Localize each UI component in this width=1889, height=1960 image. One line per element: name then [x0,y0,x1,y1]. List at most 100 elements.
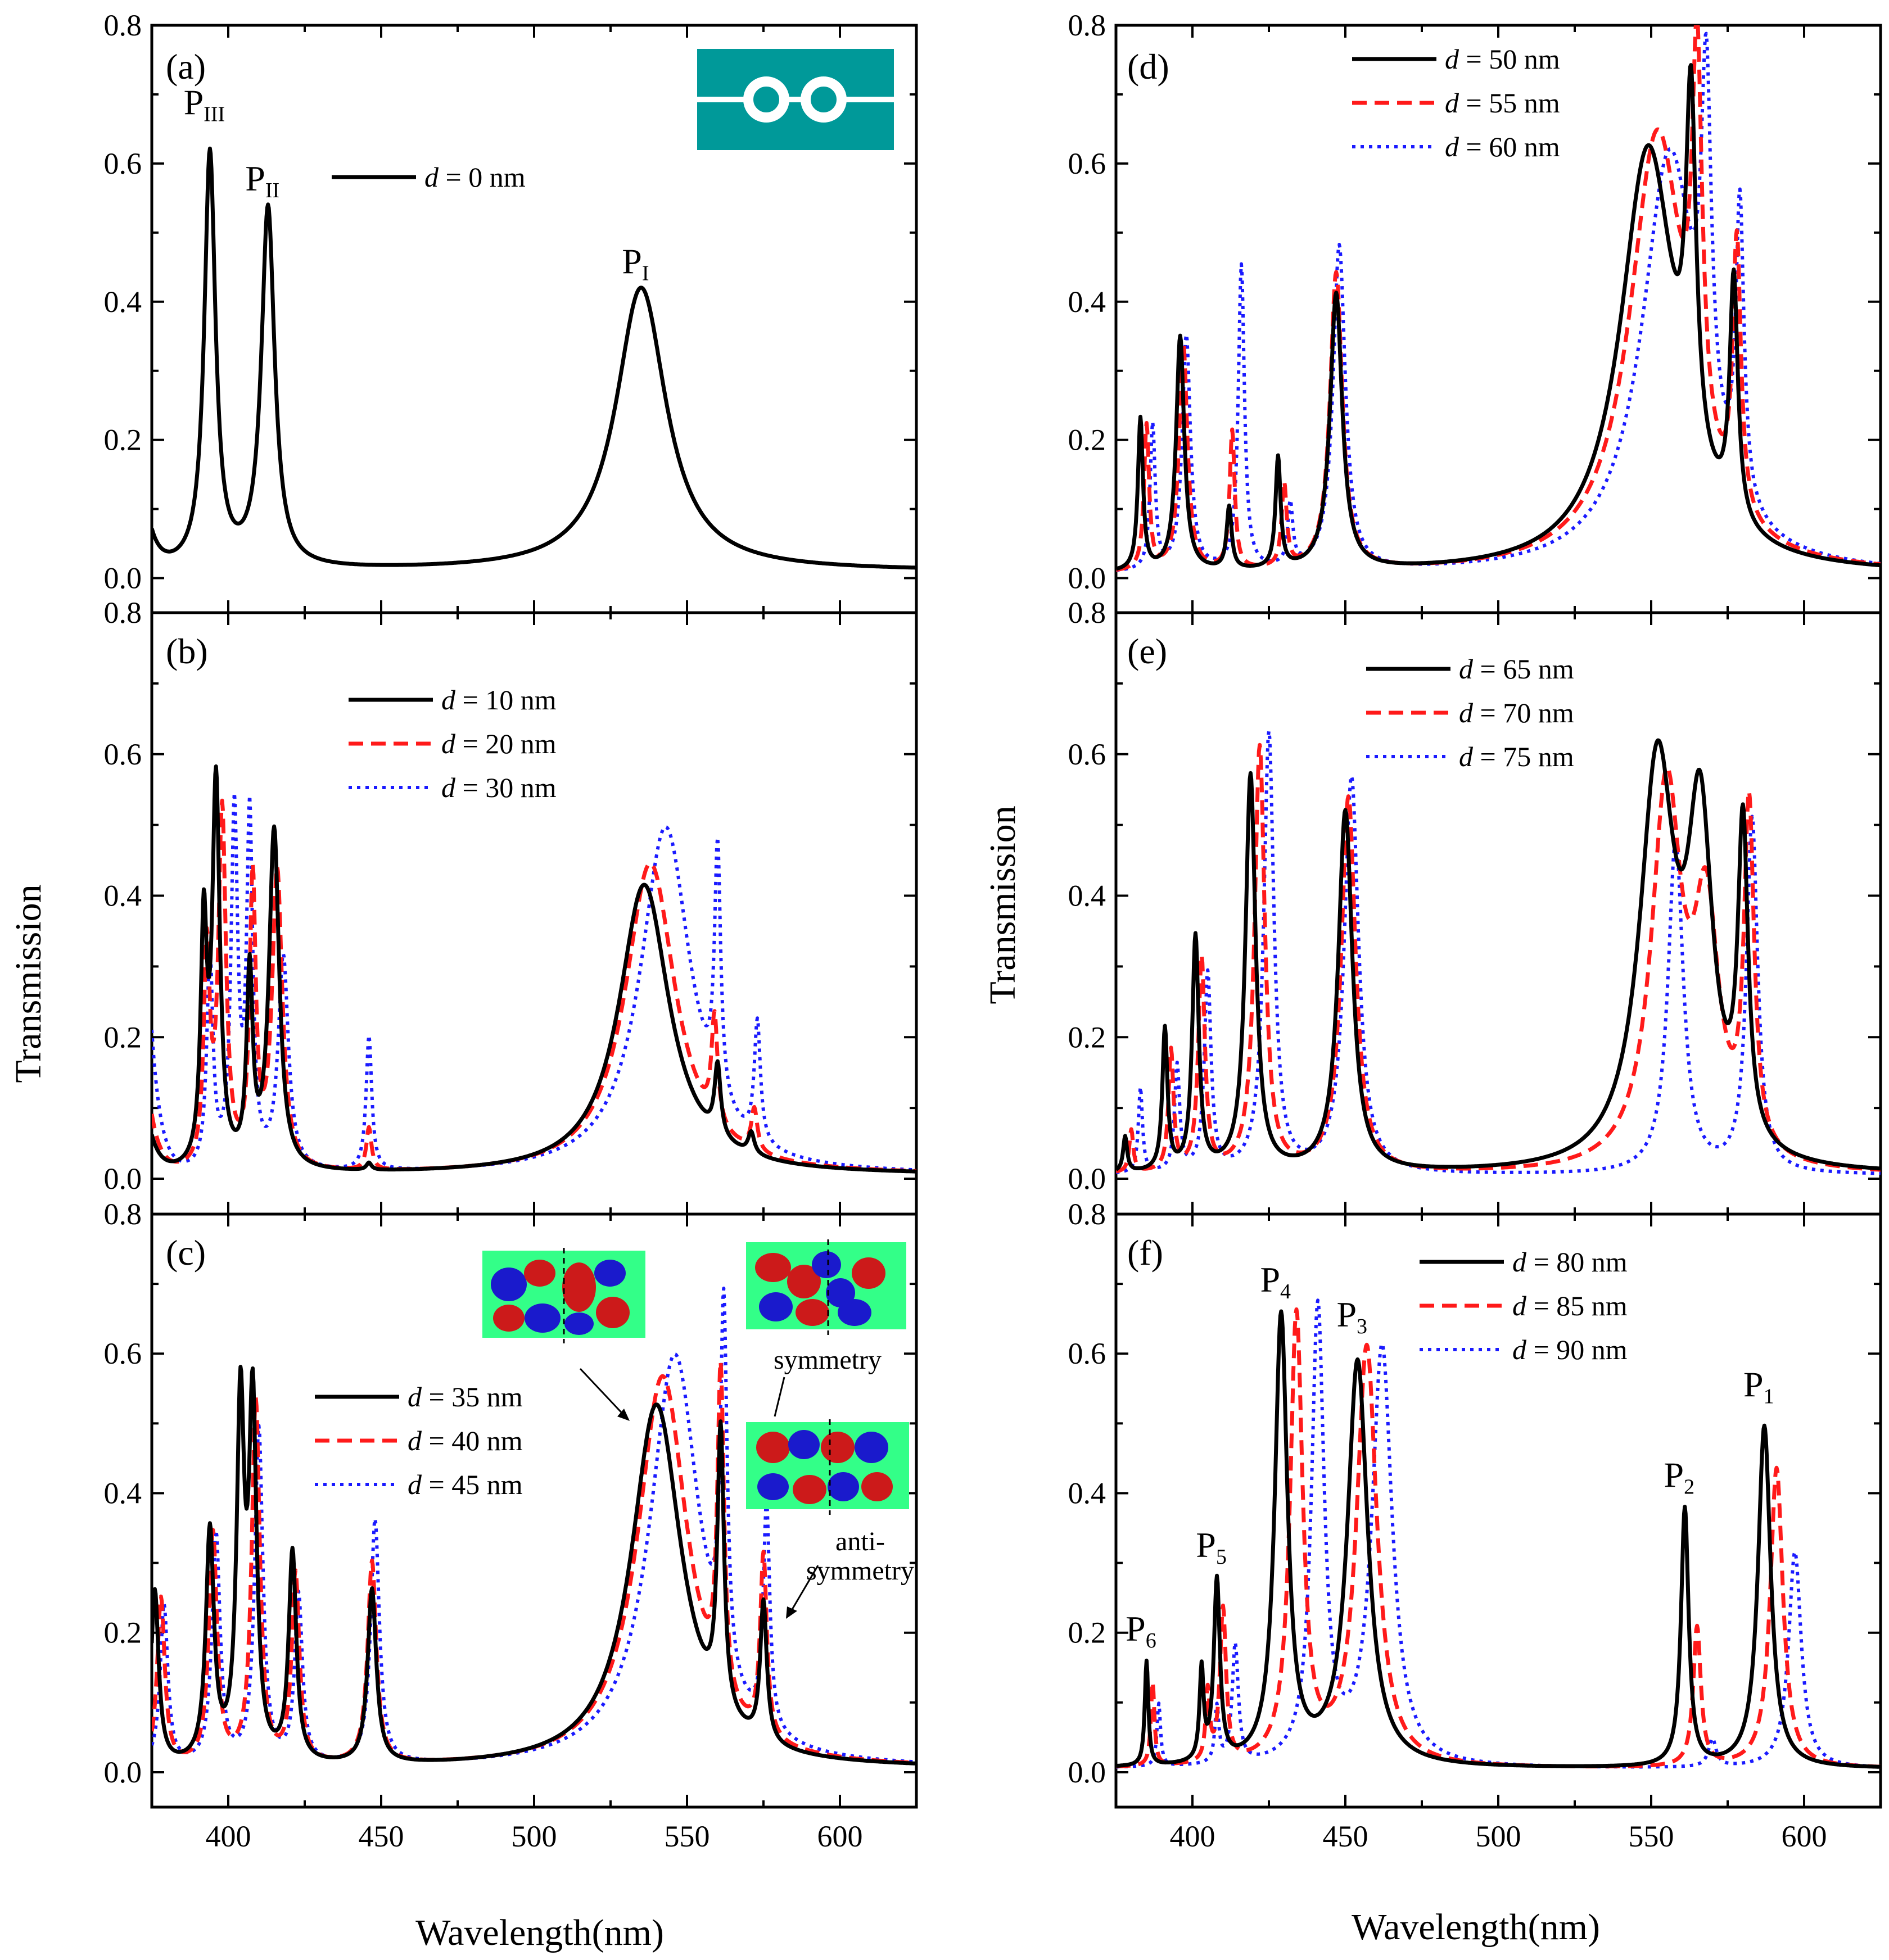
legend-label-f: d = 85 nm [1512,1290,1628,1321]
y-tick-label-d: 0.6 [1068,147,1106,180]
y-tick-label-e: 0.8 [1068,596,1106,630]
y-tick-label-f: 0.2 [1068,1616,1106,1650]
panel-label-d: (d) [1127,47,1169,87]
y-tick-label-e: 0.6 [1068,737,1106,771]
legend-label-c: d = 35 nm [408,1381,523,1413]
x-tick-label-c: 450 [359,1819,404,1853]
legend-d: d = 50 nm d = 55 nm d = 60 nm [1352,43,1560,162]
x-tick-label-f: 500 [1476,1819,1521,1853]
y-tick-label-f: 0.8 [1068,1197,1106,1231]
legend-a: d = 0 nm [332,161,526,193]
y-tick-label-b: 0.0 [104,1162,142,1196]
y-tick-label-a: 0.0 [104,562,142,595]
arrow-1-head [617,1409,630,1421]
panel-e: 0.00.20.40.60.8(e) d = 65 nmd = 70 nmd = … [1068,596,1882,1216]
legend-label-e: d = 75 nm [1459,741,1574,772]
y-tick-label-c: 0.6 [104,1337,142,1370]
x-tick-label-c: 600 [817,1819,863,1853]
legend-label-b: d = 10 nm [441,684,557,716]
series-line-e-solid [1116,738,1881,1171]
y-tick-label-d: 0.2 [1068,423,1106,457]
legend-label-e: d = 65 nm [1459,653,1574,685]
x-tick-label-c: 550 [665,1819,710,1853]
series-line-f-dotted [1116,1298,1881,1769]
y-tick-label-a: 0.6 [104,147,142,180]
label-anti-symmetry: symmetry [806,1556,914,1586]
legend-label-b: d = 20 nm [441,728,557,759]
legend-label-b: d = 30 nm [441,772,557,803]
panel-label-c: (c) [166,1233,206,1273]
legend-label-a: d = 0 nm [424,161,526,193]
series-line-d-solid [1116,63,1881,571]
legend-label-d: d = 50 nm [1445,43,1560,75]
series-line-e-dotted [1116,729,1881,1175]
y-tick-label-d: 0.0 [1068,562,1106,595]
legend-label-f: d = 80 nm [1512,1246,1628,1278]
y-tick-label-d: 0.8 [1068,8,1106,42]
legend-label-d: d = 55 nm [1445,87,1560,119]
x-axis-title-right: Wavelength(nm) [1352,1907,1600,1948]
legend-f: d = 80 nm d = 85 nm d = 90 nm [1420,1246,1628,1365]
y-tick-label-d: 0.4 [1068,285,1106,319]
y-tick-label-e: 0.0 [1068,1162,1106,1196]
panel-label-a: (a) [166,47,206,87]
x-tick-label-f: 600 [1782,1819,1827,1853]
y-axis-title-left: Transmission [8,884,49,1083]
field-map-annotations: symmetry anti- symmetry [579,1345,914,1619]
peak-label-f: P6 [1126,1609,1156,1653]
y-tick-label-c: 0.2 [104,1616,142,1650]
x-axis-title-left: Wavelength(nm) [415,1912,664,1953]
peak-label-a: PII [245,159,279,202]
y-tick-label-c: 0.8 [104,1197,142,1231]
y-tick-label-b: 0.8 [104,596,142,630]
y-axis-title-right: Transmission [982,805,1023,1004]
peak-label-f: P1 [1743,1364,1774,1408]
legend-label-f: d = 90 nm [1512,1334,1628,1365]
inset-waveguide [697,97,894,102]
peak-label-f: P5 [1196,1525,1227,1569]
series-line-d-dotted [1116,31,1881,572]
series-line-a-solid [152,146,916,570]
panel-c: 0.0 0.2 0.4 0.6 0.8 400 450 500 550 600 (c) d = 35 … [104,1197,918,1853]
y-tick-label-f: 0.4 [1068,1476,1106,1510]
panel-label-f: (f) [1127,1233,1163,1273]
peak-label-f: P2 [1664,1455,1695,1499]
inset-ring-right [801,76,847,123]
field-map-1 [482,1248,645,1343]
label-anti: anti- [835,1527,885,1556]
y-tick-label-c: 0.0 [104,1755,142,1789]
arrow-1 [579,1368,626,1418]
series-line-c-solid [152,1365,916,1766]
panel-d: 0.00.20.40.60.8(d) d = 50 nmd = 55 nmd = … [1068,8,1882,614]
y-tick-label-b: 0.4 [104,879,142,913]
y-tick-label-f: 0.6 [1068,1337,1106,1370]
legend-b: d = 10 nm d = 20 nm d = 30 nm [349,684,557,803]
y-tick-label-a: 0.8 [104,8,142,42]
x-tick-label-f: 450 [1323,1819,1368,1853]
y-tick-label-e: 0.4 [1068,879,1106,913]
peak-label-a: PI [622,241,649,285]
series-line-f-solid [1116,1309,1881,1769]
panel-label-e: (e) [1127,631,1167,671]
legend-label-c: d = 40 nm [408,1425,523,1456]
arrow-3-head [786,1606,797,1619]
field-map-3 [746,1419,909,1515]
y-tick-label-a: 0.4 [104,285,142,319]
legend-e: d = 65 nm d = 70 nm d = 75 nm [1366,653,1574,772]
legend-label-d: d = 60 nm [1445,131,1560,162]
y-tick-label-e: 0.2 [1068,1020,1106,1054]
legend-label-e: d = 70 nm [1459,697,1574,728]
panel-label-b: (b) [166,631,208,671]
x-tick-label-c: 500 [512,1819,557,1853]
label-symmetry: symmetry [774,1345,882,1375]
arrow-2 [774,1377,785,1417]
panel-b: 0.00.20.40.60.8(b)d = 10 nmd = 20 nmd = … [104,596,918,1216]
peak-label-f: P4 [1260,1260,1291,1303]
peak-label-a: PIII [184,83,225,126]
series-line-e-dashed [1116,743,1881,1174]
y-tick-label-b: 0.6 [104,737,142,771]
x-tick-label-f: 400 [1170,1819,1215,1853]
y-tick-label-b: 0.2 [104,1020,142,1054]
y-tick-label-f: 0.0 [1068,1755,1106,1789]
